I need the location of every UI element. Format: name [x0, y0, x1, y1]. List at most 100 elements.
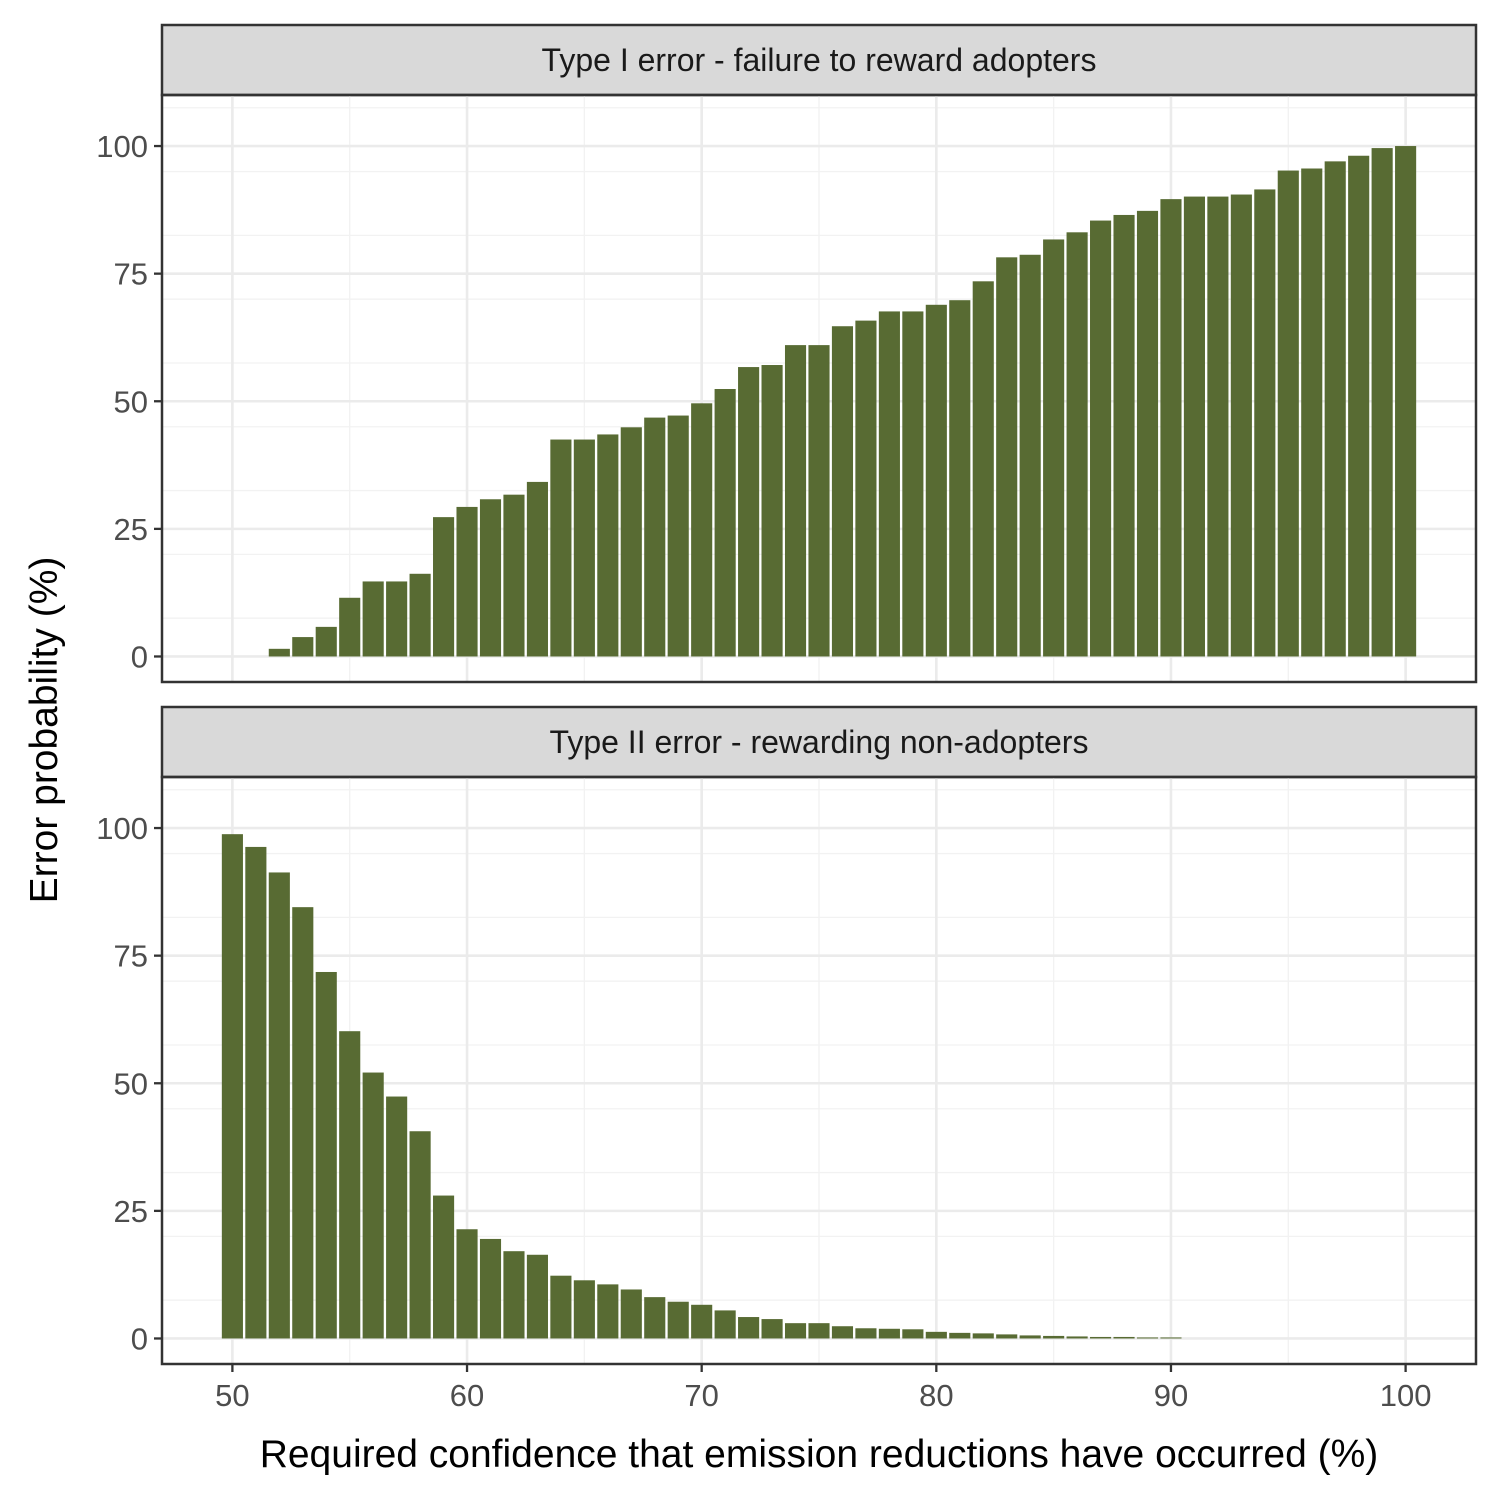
bar [714, 1310, 736, 1339]
strip-label: Type II error - rewarding non-adopters [550, 724, 1089, 760]
bar [550, 1275, 572, 1339]
bar [433, 517, 455, 657]
bar [573, 1280, 595, 1339]
x-tick-label: 90 [1154, 1378, 1188, 1413]
bar [667, 1301, 689, 1339]
bar [1019, 1335, 1041, 1339]
bar [268, 872, 290, 1339]
bar [292, 907, 314, 1339]
bar [409, 573, 431, 657]
bar [949, 1332, 971, 1339]
panel-1: Type I error - failure to reward adopter… [96, 23, 1478, 684]
bar [456, 1229, 478, 1339]
bar [761, 1319, 783, 1339]
bar [1160, 199, 1182, 657]
x-tick-label: 70 [684, 1378, 718, 1413]
bars [268, 146, 1417, 657]
bar [831, 1326, 854, 1339]
bar [902, 311, 924, 657]
bar [620, 1289, 642, 1339]
bar [808, 345, 830, 657]
bar [386, 1096, 408, 1339]
y-tick-label: 0 [131, 639, 148, 674]
bar [315, 626, 337, 657]
bar [1277, 170, 1299, 657]
bar [972, 281, 994, 657]
y-tick-label: 25 [114, 512, 148, 547]
x-tick-label: 100 [1380, 1378, 1432, 1413]
bar [784, 1323, 807, 1339]
bar [691, 1304, 713, 1339]
bar [221, 834, 243, 1339]
bar [667, 415, 689, 657]
bar [362, 1072, 384, 1339]
bar [644, 417, 666, 657]
bar [949, 300, 971, 657]
bar [386, 581, 408, 657]
bar [972, 1333, 994, 1339]
y-axis-title: Error probability (%) [23, 557, 66, 904]
bar [1324, 161, 1346, 657]
bar [526, 481, 548, 657]
bar [433, 1195, 455, 1339]
bar [1183, 196, 1205, 657]
bar [1136, 210, 1159, 657]
bar [1019, 254, 1041, 657]
bar [526, 1254, 548, 1339]
strip-label: Type I error - failure to reward adopter… [542, 42, 1097, 78]
bar [597, 434, 619, 657]
y-tick-label: 25 [114, 1194, 148, 1229]
strip-background [160, 705, 1478, 779]
bar [878, 1328, 900, 1339]
bar [996, 257, 1018, 657]
bar [1090, 1336, 1112, 1339]
bar [1348, 155, 1370, 657]
bar [1207, 196, 1229, 657]
x-tick-label: 50 [215, 1378, 249, 1413]
bar [1136, 1337, 1159, 1339]
bar [268, 648, 290, 657]
bars [221, 834, 1182, 1339]
y-tick-label: 50 [114, 1066, 148, 1101]
bar [714, 389, 736, 657]
bar [409, 1131, 431, 1339]
bar [1066, 1336, 1088, 1339]
x-tick-label: 60 [450, 1378, 484, 1413]
bar [503, 1251, 525, 1339]
bar [620, 427, 642, 657]
bar [292, 637, 314, 657]
bar [855, 320, 877, 657]
y-tick-label: 75 [114, 939, 148, 974]
x-axis-title: Required confidence that emission reduct… [260, 1433, 1379, 1476]
y-tick-label: 100 [96, 129, 148, 164]
bar [925, 1331, 947, 1339]
bar [1301, 168, 1323, 657]
bar [1395, 146, 1417, 657]
y-tick-label: 0 [131, 1321, 148, 1356]
bar [339, 1031, 361, 1339]
bar [738, 1317, 760, 1339]
x-axis: 50 60 70 80 90 100 [215, 1364, 1431, 1413]
bar [925, 304, 947, 657]
bar [855, 1328, 877, 1339]
bar [761, 365, 783, 657]
bar [878, 311, 900, 657]
bar [1113, 1336, 1135, 1339]
bar [503, 494, 525, 657]
bar [550, 439, 572, 657]
panel-border [160, 775, 1478, 1366]
bar [362, 581, 384, 657]
bar [456, 506, 478, 657]
y-tick-label: 50 [114, 384, 148, 419]
bar [691, 403, 713, 657]
y-tick-label: 75 [114, 257, 148, 292]
panels-layer: Type I error - failure to reward adopter… [96, 23, 1478, 1366]
bar [644, 1297, 666, 1339]
bar [479, 499, 502, 657]
bar [1066, 232, 1088, 657]
panel-2: Type II error - rewarding non-adopters 0 2… [96, 705, 1478, 1366]
bar [996, 1334, 1018, 1339]
bar [831, 326, 854, 657]
bar [1113, 214, 1135, 657]
